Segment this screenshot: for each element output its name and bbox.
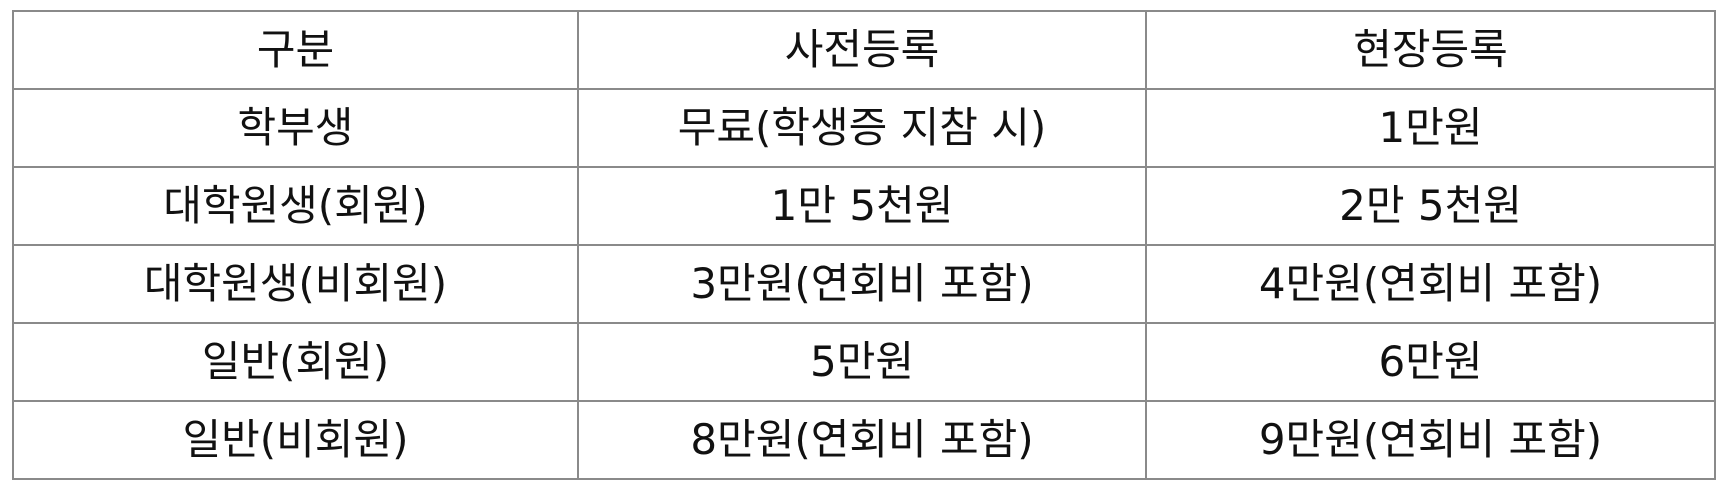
row-category: 학부생 [12, 88, 579, 168]
table-row: 대학원생(비회원) 3만원(연회비 포함) 4만원(연회비 포함) [12, 244, 1716, 324]
row-onsite-registration-fee: 4만원(연회비 포함) [1145, 244, 1716, 324]
header-onsite-registration: 현장등록 [1145, 10, 1716, 90]
row-pre-registration-fee: 3만원(연회비 포함) [577, 244, 1147, 324]
row-pre-registration-fee: 무료(학생증 지참 시) [577, 88, 1147, 168]
row-category: 대학원생(비회원) [12, 244, 579, 324]
table-row: 학부생 무료(학생증 지참 시) 1만원 [12, 88, 1716, 168]
row-pre-registration-fee: 8만원(연회비 포함) [577, 400, 1147, 480]
table-row: 일반(비회원) 8만원(연회비 포함) 9만원(연회비 포함) [12, 400, 1716, 480]
row-pre-registration-fee: 5만원 [577, 322, 1147, 402]
row-onsite-registration-fee: 9만원(연회비 포함) [1145, 400, 1716, 480]
registration-fee-table: 구분 사전등록 현장등록 학부생 무료(학생증 지참 시) 1만원 대학원생(회… [12, 10, 1716, 480]
row-category: 대학원생(회원) [12, 166, 579, 246]
table-header-row: 구분 사전등록 현장등록 [12, 10, 1716, 90]
table-row: 대학원생(회원) 1만 5천원 2만 5천원 [12, 166, 1716, 246]
row-pre-registration-fee: 1만 5천원 [577, 166, 1147, 246]
table-row: 일반(회원) 5만원 6만원 [12, 322, 1716, 402]
row-onsite-registration-fee: 1만원 [1145, 88, 1716, 168]
header-category: 구분 [12, 10, 579, 90]
fee-table-container: 구분 사전등록 현장등록 학부생 무료(학생증 지참 시) 1만원 대학원생(회… [12, 10, 1716, 480]
row-onsite-registration-fee: 6만원 [1145, 322, 1716, 402]
row-onsite-registration-fee: 2만 5천원 [1145, 166, 1716, 246]
header-pre-registration: 사전등록 [577, 10, 1147, 90]
row-category: 일반(회원) [12, 322, 579, 402]
row-category: 일반(비회원) [12, 400, 579, 480]
